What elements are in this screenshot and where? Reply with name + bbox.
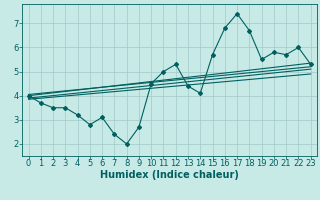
X-axis label: Humidex (Indice chaleur): Humidex (Indice chaleur) bbox=[100, 170, 239, 180]
